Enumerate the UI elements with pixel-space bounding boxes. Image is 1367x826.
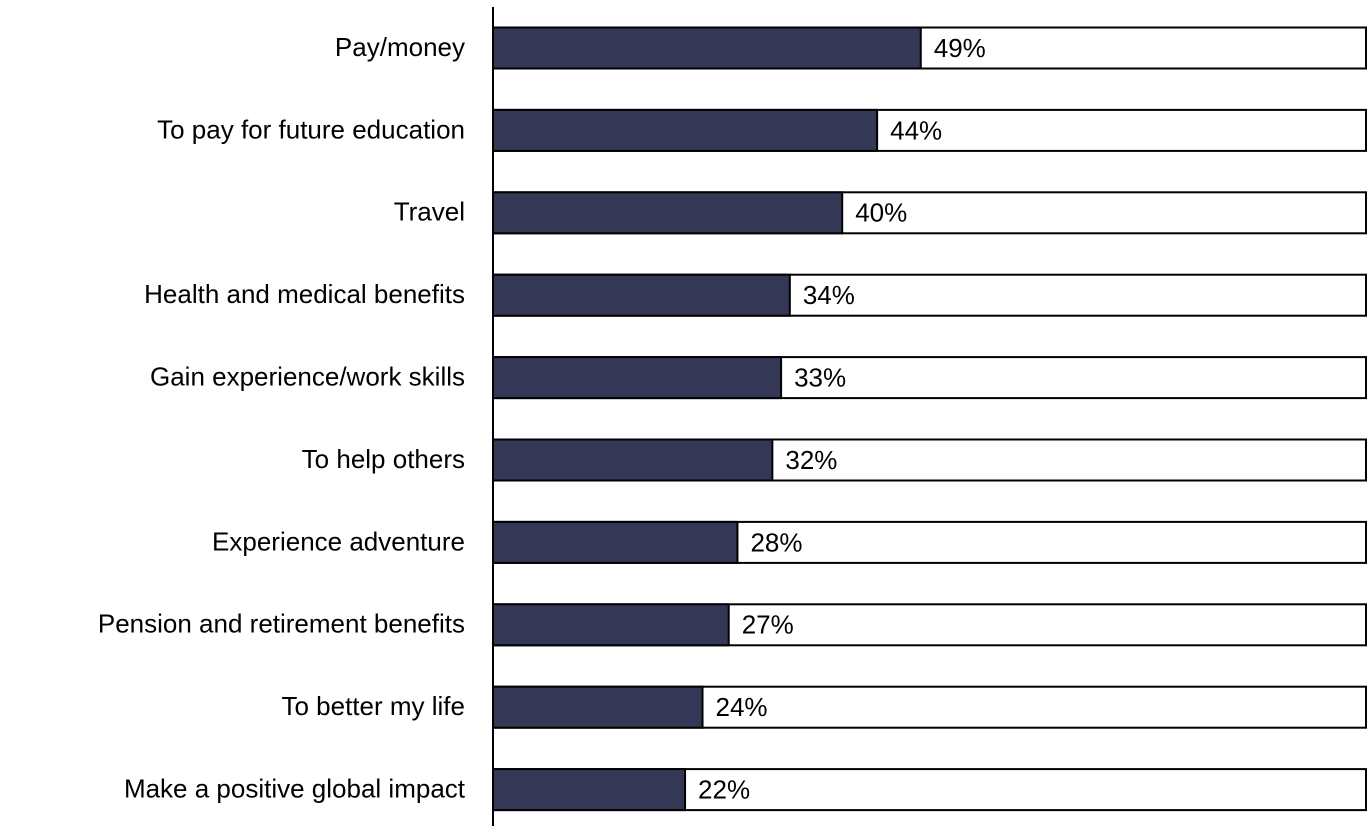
y-tick-label: Experience adventure	[212, 526, 465, 556]
y-tick-label: Health and medical benefits	[144, 279, 465, 309]
data-label: 33%	[794, 362, 846, 392]
bar	[492, 603, 730, 647]
data-label: 44%	[890, 115, 942, 145]
data-label: 27%	[742, 610, 794, 640]
data-label: 40%	[855, 198, 907, 228]
bar	[492, 108, 879, 152]
bar	[492, 768, 687, 812]
bar	[492, 273, 791, 317]
data-label: 22%	[698, 774, 750, 804]
y-tick-label: Make a positive global impact	[124, 773, 466, 803]
y-tick-label: Pay/money	[335, 32, 465, 62]
y-tick-label: Pension and retirement benefits	[98, 609, 465, 639]
data-label: 34%	[803, 280, 855, 310]
data-label: 32%	[785, 445, 837, 475]
y-tick-label: To help others	[302, 444, 465, 474]
data-label: 28%	[750, 527, 802, 557]
y-tick-label: Travel	[394, 197, 465, 227]
bar	[492, 520, 739, 564]
y-tick-label: To pay for future education	[157, 114, 465, 144]
data-label: 24%	[716, 692, 768, 722]
bar	[492, 438, 774, 482]
y-tick-label: Gain experience/work skills	[150, 361, 465, 391]
bar	[492, 685, 704, 729]
bar	[492, 356, 783, 400]
y-tick-label: To better my life	[281, 691, 465, 721]
data-label: 49%	[934, 33, 986, 63]
bar	[492, 26, 922, 70]
bar	[492, 191, 844, 235]
